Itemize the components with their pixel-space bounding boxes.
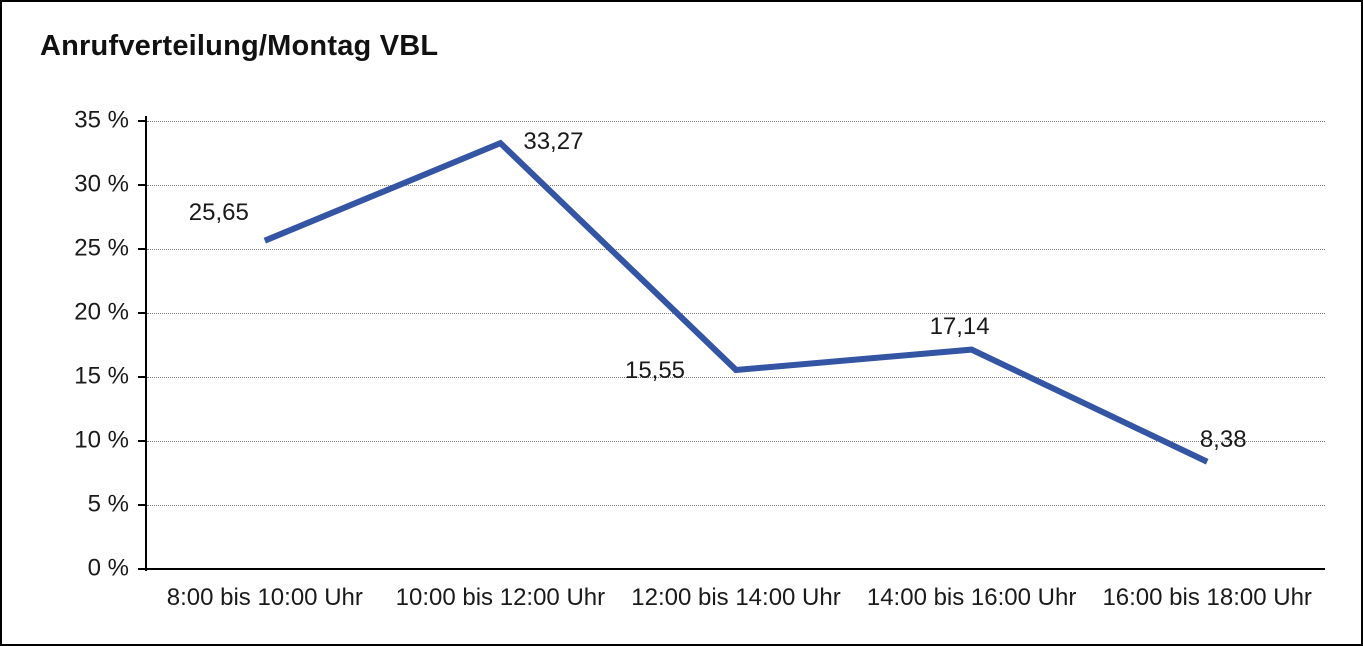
y-tick-mark [138,312,145,314]
y-axis-label: 15 % [74,362,129,390]
y-gridline [147,248,1325,250]
y-gridline [147,376,1325,378]
data-point-label: 8,38 [1199,425,1247,453]
chart-title: Anrufverteilung/Montag VBL [40,30,439,62]
y-tick-mark [138,376,145,378]
x-axis-label: 16:00 bis 18:00 Uhr [1102,584,1312,611]
y-gridline [147,504,1325,506]
x-axis-label: 10:00 bis 12:00 Uhr [395,584,606,611]
y-tick-mark [138,120,145,122]
y-gridline [147,440,1325,442]
x-axis-label: 14:00 bis 16:00 Uhr [866,584,1077,611]
y-axis-label: 20 % [74,298,129,326]
y-gridline [147,184,1325,186]
y-gridline [147,312,1325,314]
y-tick-mark [138,184,145,186]
y-axis-label: 35 % [74,106,129,134]
y-gridline [147,120,1325,122]
y-axis-label: 30 % [74,170,129,198]
y-tick-mark [138,440,145,442]
y-axis-label: 25 % [74,234,129,262]
y-axis-label: 5 % [87,490,129,518]
y-axis-label: 0 % [87,554,129,582]
x-axis-line [145,568,1325,570]
y-tick-mark [138,248,145,250]
y-tick-mark [138,568,145,570]
data-point-label: 17,14 [929,312,990,340]
data-point-label: 33,27 [523,128,584,156]
y-axis-label: 10 % [74,426,129,454]
y-axis-line [145,116,147,571]
data-point-label: 25,65 [188,198,249,226]
x-axis-label: 8:00 bis 10:00 Uhr [166,584,363,611]
x-axis-label: 12:00 bis 14:00 Uhr [631,584,841,611]
data-point-label: 15,55 [624,356,686,384]
y-tick-mark [138,504,145,506]
